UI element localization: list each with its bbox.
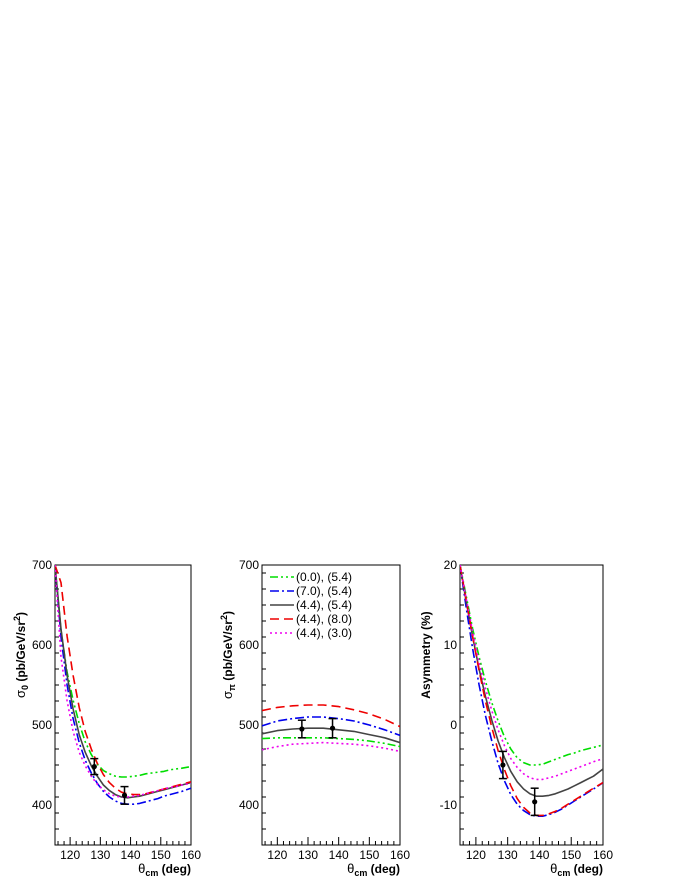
y-tick-label: 600 (32, 638, 52, 652)
legend-label: (4.4), (5.4) (296, 598, 352, 612)
legend-label: (0.0), (5.4) (296, 570, 352, 584)
y-tick-label: 500 (239, 718, 259, 732)
data-point-2 (530, 787, 539, 817)
data-marker (329, 725, 336, 731)
y-tick-label: 0 (450, 718, 457, 732)
legend-item: (4.4), (5.4) (270, 598, 352, 612)
panel-2: 120 130 140 150 160 400 500 600 700 θcm (deg) σπ (… (219, 558, 410, 878)
plot-frame (54, 564, 192, 846)
x-tick-label: 130 (498, 848, 518, 862)
x-tick-label: 120 (267, 848, 287, 862)
series-line-4 (460, 565, 603, 817)
y-tick-label: 600 (239, 638, 259, 652)
data-point-2 (328, 717, 337, 739)
x-tick-label: 150 (561, 848, 581, 862)
legend-item: (4.4), (8.0) (270, 612, 352, 626)
series-line-4 (262, 704, 400, 728)
series-line-2 (262, 716, 400, 737)
y-axis-title: σ0 (pb/GeV/sr2) (12, 612, 30, 698)
curves (55, 565, 191, 806)
y-tick-label: 400 (239, 798, 259, 812)
series-line-3 (55, 565, 191, 799)
series-line-1 (55, 565, 191, 778)
x-tick-label: 150 (359, 848, 379, 862)
plot-frame (261, 564, 401, 846)
x-axis-title: θcm (deg) (347, 861, 400, 878)
data-point-1 (498, 750, 507, 780)
series-line-5 (55, 565, 191, 798)
y-tick-label: 500 (32, 718, 52, 732)
series-line-1 (460, 565, 603, 766)
series-line-3 (460, 565, 603, 798)
y-tick-label: -10 (440, 798, 458, 812)
x-axis-title: θcm (deg) (550, 861, 603, 878)
data-marker (91, 764, 97, 770)
y-tick-label: 700 (239, 558, 259, 572)
data-point-2 (120, 785, 129, 805)
plot-frame (459, 564, 604, 846)
data-marker (532, 799, 538, 805)
legend-label: (4.4), (3.0) (296, 626, 352, 640)
data-marker (121, 792, 128, 799)
x-tick-label: 150 (151, 848, 171, 862)
series-line-2 (55, 565, 191, 806)
series-line-5 (262, 741, 400, 753)
series-line-4 (55, 565, 191, 796)
legend-label: (4.4), (8.0) (296, 612, 352, 626)
x-axis-title: θcm (deg) (138, 861, 191, 878)
x-tick-label: 120 (60, 848, 80, 862)
legend: (0.0), (5.4)(7.0), (5.4)(4.4), (5.4)(4.4… (270, 570, 352, 640)
x-tick-label: 160 (390, 848, 410, 862)
y-tick-label: 20 (444, 558, 458, 572)
legend-item: (7.0), (5.4) (270, 584, 352, 598)
y-axis-title: σπ (pb/GeV/sr2) (219, 611, 237, 699)
data-marker (500, 762, 506, 768)
legend-item: (0.0), (5.4) (270, 570, 352, 584)
x-tick-label: 140 (529, 848, 549, 862)
y-tick-label: 700 (32, 558, 52, 572)
x-tick-label: 140 (121, 848, 141, 862)
y-tick-label: 400 (32, 798, 52, 812)
panel-3: 120 130 140 150 160 -10 0 10 20 θcm (deg) Asymmetr… (419, 558, 613, 878)
x-tick-label: 160 (593, 848, 613, 862)
x-tick-label: 120 (466, 848, 486, 862)
panel-1: 120 130 140 150 160 400 500 600 700 θcm (deg) σ0 (… (12, 558, 201, 878)
series-line-5 (460, 565, 603, 781)
data-marker (299, 726, 305, 732)
data-point-1 (90, 757, 99, 776)
legend-label: (7.0), (5.4) (296, 584, 352, 598)
series-line-2 (460, 565, 603, 818)
y-axis-title: Asymmetry (%) (419, 611, 433, 698)
series-line-3 (262, 727, 400, 744)
x-tick-label: 140 (329, 848, 349, 862)
x-tick-label: 130 (298, 848, 318, 862)
curves (460, 565, 603, 818)
y-tick-label: 10 (444, 638, 458, 652)
legend-item: (4.4), (3.0) (270, 626, 352, 640)
x-tick-label: 160 (181, 848, 201, 862)
data-point-1 (297, 719, 306, 739)
x-tick-label: 130 (90, 848, 110, 862)
